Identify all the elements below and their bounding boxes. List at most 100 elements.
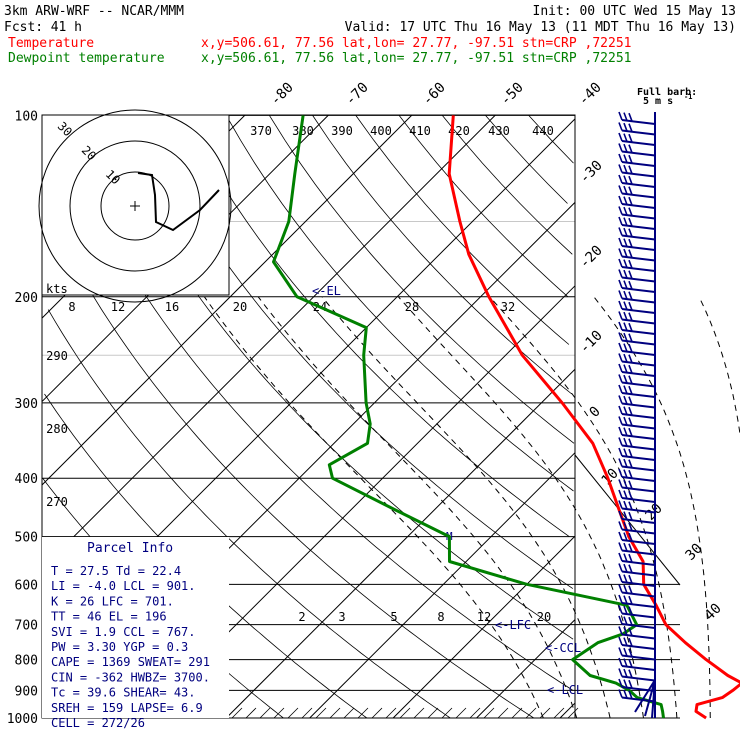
pressure-label: 700 xyxy=(15,619,38,634)
barb-flag xyxy=(623,647,628,657)
barb-flag xyxy=(628,144,633,153)
barb-flag xyxy=(623,521,628,531)
model-title: 3km ARW-WRF -- NCAR/MMM xyxy=(4,4,184,19)
bottom-tick xyxy=(483,707,495,719)
barb-shaft xyxy=(621,402,656,409)
barb-flag xyxy=(628,217,633,227)
barb-flag xyxy=(628,564,633,573)
barb-flag xyxy=(623,133,628,142)
wind-barb xyxy=(618,657,656,671)
barb-shaft xyxy=(621,224,656,230)
barb-flag xyxy=(623,595,628,604)
pressure-label: 600 xyxy=(15,578,38,593)
barb-shaft xyxy=(621,444,656,451)
barb-flag xyxy=(628,312,633,321)
barb-shaft xyxy=(621,371,656,377)
wind-barb xyxy=(618,258,656,272)
barb-flag xyxy=(618,384,623,394)
barb-flag xyxy=(618,605,623,614)
barb-flag xyxy=(628,585,633,594)
barb-flag xyxy=(623,290,628,300)
barb-shaft xyxy=(621,612,656,619)
barb-flag xyxy=(623,259,628,268)
barb-flag xyxy=(618,248,623,257)
barb-flag xyxy=(618,122,623,131)
pressure-label: 200 xyxy=(15,291,38,306)
dry-adiabat xyxy=(43,203,535,719)
barb-flag xyxy=(618,269,623,278)
barb-flag xyxy=(618,416,623,425)
parcel-info-row: CIN = -362 HWBZ= 3700. xyxy=(51,670,210,684)
barb-shaft xyxy=(621,203,656,209)
barb-flag xyxy=(618,174,623,184)
barb-shaft xyxy=(621,339,656,346)
barb-flag xyxy=(623,206,628,216)
barb-shaft xyxy=(621,350,656,356)
barb-flag xyxy=(618,227,623,236)
barb-flag xyxy=(618,626,623,635)
barb-flag xyxy=(628,154,633,164)
mixing-ratio-label: 2 xyxy=(298,610,305,624)
barb-flag xyxy=(628,480,633,489)
barb-flag xyxy=(618,647,623,656)
barb-flag xyxy=(623,668,628,678)
barb-flag xyxy=(618,468,623,478)
barb-shaft xyxy=(621,192,656,199)
barb-flag xyxy=(623,542,628,552)
wind-barb xyxy=(618,552,656,566)
wind-barb xyxy=(618,468,656,482)
isotherm-label: -20 xyxy=(577,243,606,272)
wind-barb xyxy=(618,132,656,146)
hodograph-ring xyxy=(69,140,201,272)
parcel-info-row: TT = 46 EL = 196 xyxy=(51,610,167,624)
isotherm-label: 40 xyxy=(702,601,725,624)
barb-flag xyxy=(628,501,633,510)
barb-flag xyxy=(623,112,628,121)
bottom-tick xyxy=(455,707,467,719)
barb-flag xyxy=(623,532,628,541)
barb-flag xyxy=(623,427,628,436)
barb-shaft xyxy=(621,119,656,125)
parcel-panel-bg xyxy=(42,537,229,718)
barb-flag xyxy=(618,311,623,320)
barb-shaft xyxy=(621,392,656,398)
wind-barb xyxy=(618,594,656,608)
wind-barb xyxy=(618,615,656,629)
wind-barb xyxy=(618,521,656,535)
isotherm-label: -50 xyxy=(498,80,527,109)
wind-barb xyxy=(618,353,656,367)
bottom-tick xyxy=(399,707,411,719)
mixing-ratio-label: 3 xyxy=(338,610,345,624)
barb-flag xyxy=(623,637,628,646)
barb-shaft xyxy=(621,413,656,419)
barb-flag xyxy=(623,385,628,394)
barb-flag xyxy=(618,216,623,226)
barb-shaft xyxy=(621,140,656,146)
barb-flag xyxy=(623,311,628,321)
barb-flag xyxy=(628,469,633,479)
barb-flag xyxy=(623,563,628,573)
barb-flag xyxy=(618,185,623,194)
barb-flag xyxy=(628,606,633,615)
wind-barb xyxy=(618,342,656,356)
barb-flag xyxy=(628,301,633,311)
barb-flag xyxy=(618,657,623,667)
wind-barb xyxy=(618,395,656,409)
barb-shaft xyxy=(621,633,656,640)
wind-barb xyxy=(618,269,656,283)
barb-flag xyxy=(618,353,623,362)
pressure-label: 900 xyxy=(15,684,38,699)
bottom-tick xyxy=(343,707,355,719)
barb-flag xyxy=(623,364,628,373)
barb-shaft xyxy=(621,581,656,587)
bottom-tick xyxy=(329,707,341,719)
barb-shaft xyxy=(621,182,656,188)
wind-barb xyxy=(618,573,656,587)
theta-e-label: 410 xyxy=(409,124,431,138)
barb-flag xyxy=(623,553,628,562)
barb-flag xyxy=(628,522,633,531)
bottom-tick xyxy=(525,707,537,719)
bottom-tick xyxy=(301,707,313,719)
wind-barb xyxy=(618,426,656,440)
barb-flag xyxy=(618,321,623,331)
